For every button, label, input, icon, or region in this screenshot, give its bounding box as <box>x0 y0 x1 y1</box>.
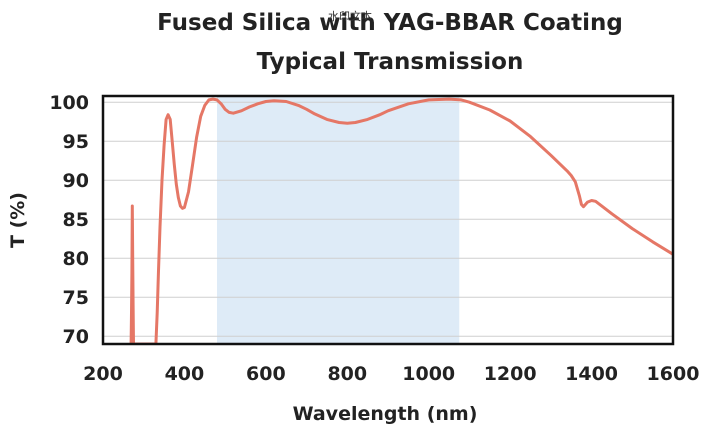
highlight-band <box>217 96 460 344</box>
watermark-text: 水印文本 <box>328 9 372 23</box>
x-tick-label: 600 <box>246 363 286 385</box>
chart-title: Fused Silica with YAG-BBAR Coating <box>157 10 623 36</box>
x-tick-label: 400 <box>165 363 205 385</box>
plot-frame <box>101 94 675 346</box>
plot-area <box>101 94 675 346</box>
x-tick-label: 1400 <box>565 363 618 385</box>
y-tick-label: 90 <box>63 170 89 192</box>
y-axis-ticks: 70 75 80 85 90 95 100 <box>49 92 89 348</box>
x-tick-label: 1200 <box>484 363 537 385</box>
x-axis-label: Wavelength (nm) <box>293 403 478 425</box>
y-tick-label: 75 <box>63 287 89 309</box>
x-tick-label: 1000 <box>402 363 455 385</box>
y-tick-label: 85 <box>63 209 89 231</box>
y-tick-label: 80 <box>63 248 89 270</box>
y-tick-label: 95 <box>63 131 89 153</box>
y-tick-label: 100 <box>49 92 89 114</box>
x-tick-label: 1600 <box>647 363 700 385</box>
x-tick-label: 200 <box>83 363 123 385</box>
y-tick-label: 70 <box>63 326 89 348</box>
y-axis-label: T (%) <box>7 192 29 248</box>
x-axis-ticks: 200 400 600 800 1000 1200 1400 1600 <box>83 363 699 385</box>
transmission-line <box>129 97 673 344</box>
chart-subtitle: Typical Transmission <box>257 49 524 75</box>
x-tick-label: 800 <box>327 363 367 385</box>
